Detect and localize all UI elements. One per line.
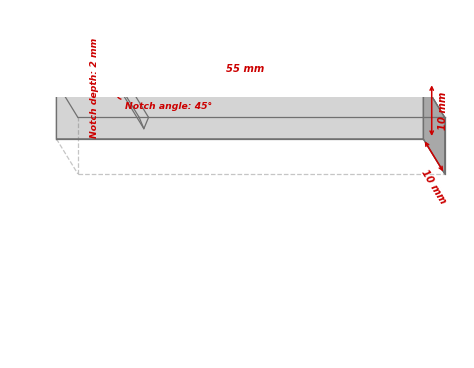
Polygon shape xyxy=(56,82,139,117)
Text: Notch depth: 2 mm: Notch depth: 2 mm xyxy=(90,38,99,138)
Text: Notch angle: 45°: Notch angle: 45° xyxy=(125,102,212,111)
Text: 10 mm: 10 mm xyxy=(438,92,448,130)
Text: Notch tip radius: 0.25 mm: Notch tip radius: 0.25 mm xyxy=(0,367,1,368)
Polygon shape xyxy=(56,82,423,139)
Polygon shape xyxy=(127,82,445,117)
Polygon shape xyxy=(118,82,148,129)
Text: 55 mm: 55 mm xyxy=(227,64,264,74)
Text: 10 mm: 10 mm xyxy=(419,168,448,205)
Polygon shape xyxy=(423,82,445,174)
